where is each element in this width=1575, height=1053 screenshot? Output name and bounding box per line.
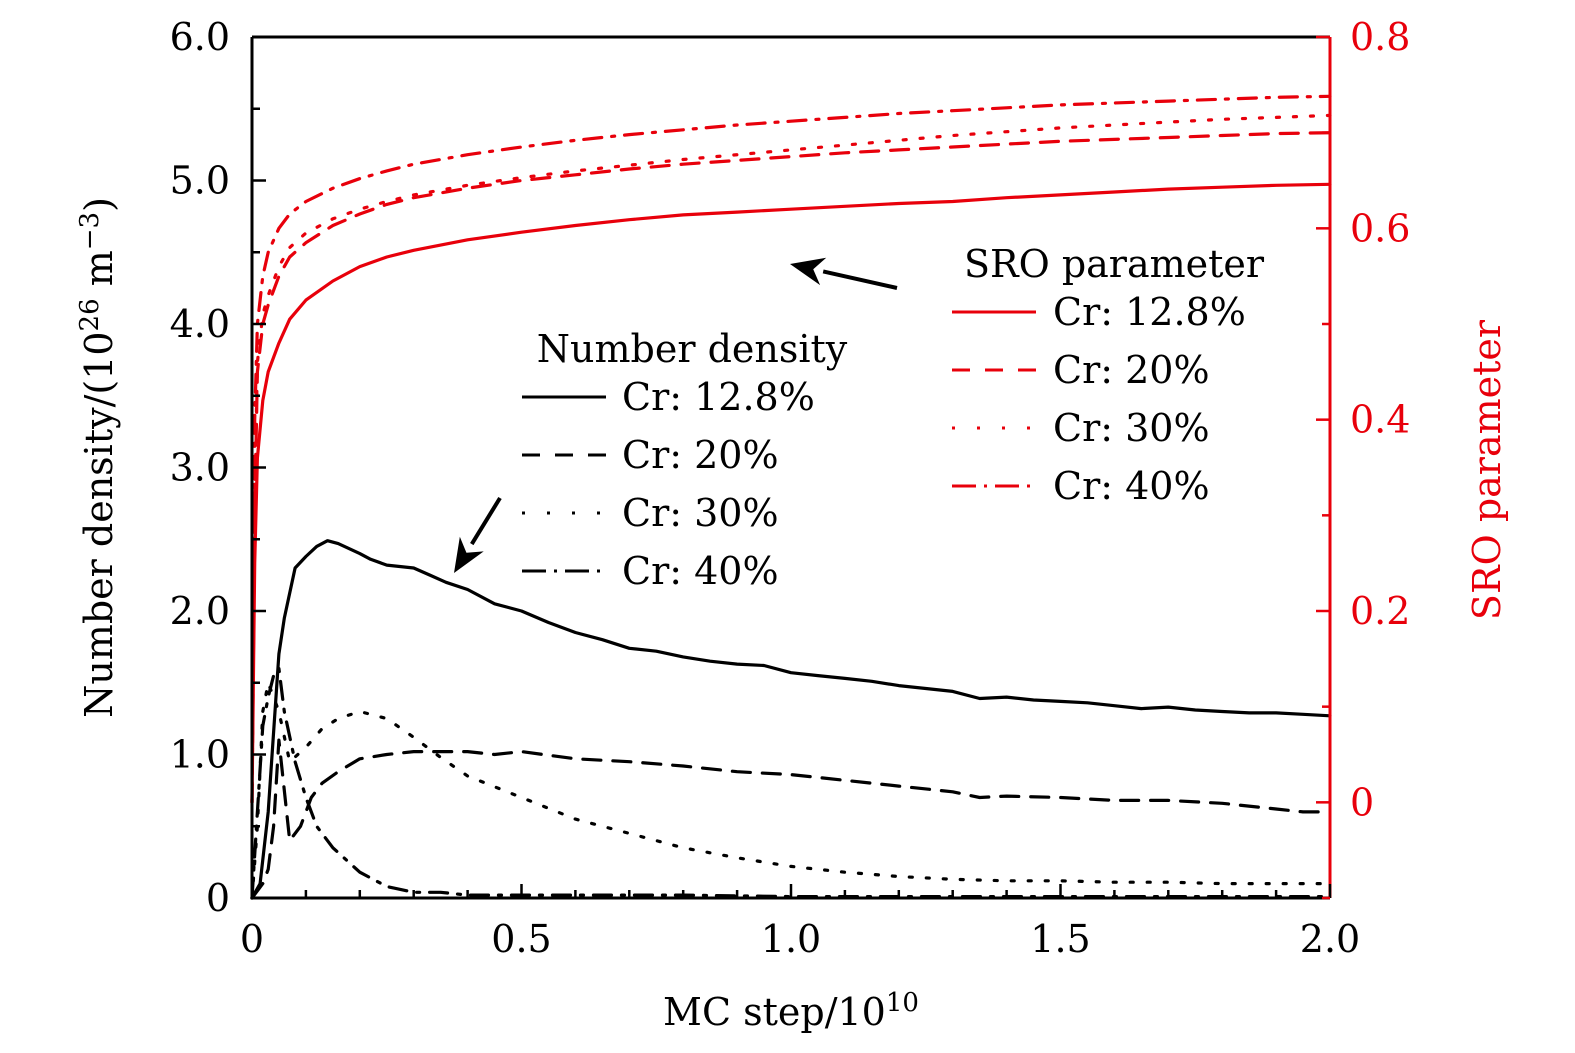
annotations: [454, 257, 898, 573]
legend-entry-label: Cr: 40%: [1053, 464, 1210, 508]
arrow-head: [454, 536, 484, 573]
series-line-sro-4: [250, 182, 1332, 804]
legend-entry-label: Cr: 20%: [1053, 348, 1210, 392]
y2-tick-label: 0.6: [1350, 206, 1410, 250]
y-tick-label: 4.0: [170, 302, 230, 346]
x-axis-title-sup: 10: [886, 988, 919, 1018]
x-axis-title-main: MC step/10: [663, 990, 886, 1034]
legend-entry-label: Cr: 30%: [1053, 406, 1210, 450]
x-axis-title: MC step/1010: [663, 988, 919, 1034]
y-tick-label: 5.0: [170, 159, 230, 203]
series-line-density-0: [250, 539, 1332, 900]
series-line-sro-5: [250, 131, 1332, 804]
x-tick-label: 1.0: [761, 917, 821, 961]
y2-tick-label: 0.8: [1350, 15, 1410, 59]
y-tick-label: 6.0: [170, 15, 230, 59]
ticks-layer: [250, 35, 1332, 900]
arrow-shaft: [470, 496, 502, 546]
arrow-shaft: [822, 269, 898, 290]
legend-entry-label: Cr: 30%: [622, 491, 779, 535]
y-tick-label: 3.0: [170, 446, 230, 490]
series-line-density-3: [250, 666, 1332, 900]
series-line-sro-7: [250, 94, 1332, 804]
arrow-head: [790, 257, 827, 286]
y-tick-label: 2.0: [170, 589, 230, 633]
series-line-density-2: [250, 681, 1332, 900]
y-tick-label: 0: [206, 876, 230, 920]
y-title-mid: m: [77, 250, 121, 298]
x-tick-label: 1.5: [1030, 917, 1090, 961]
legend-title: SRO parameter: [964, 242, 1265, 286]
series-line-density-1: [250, 738, 1332, 900]
legend-entry-label: Cr: 12.8%: [1053, 290, 1246, 334]
legend-title: Number density: [537, 327, 848, 371]
tick-labels: 0 0.5 1.0 1.5 2.0 0 1.0 2.0 3.0 4.0 5.0 6.0 0 0.2 0.4 0…: [170, 15, 1411, 961]
legend-entry-label: Cr: 12.8%: [622, 375, 815, 419]
y-title-pre: Number density/(10: [77, 331, 121, 717]
arrow-sro-icon: [790, 257, 898, 290]
y-axis-right-title: SRO parameter: [1465, 319, 1509, 620]
x-tick-label: 0.5: [491, 917, 551, 961]
x-tick-label: 0: [240, 917, 264, 961]
legend-entry-label: Cr: 20%: [622, 433, 779, 477]
arrow-density-icon: [454, 496, 502, 573]
y2-tick-label: 0.4: [1350, 398, 1410, 442]
y-title-sup2: −3: [75, 212, 105, 250]
legend-entry-label: Cr: 40%: [622, 549, 779, 593]
y-tick-label: 1.0: [170, 733, 230, 777]
y-title-sup1: 26: [75, 298, 105, 331]
y2-tick-label: 0: [1350, 780, 1374, 824]
y-title-post: ): [77, 197, 121, 212]
y-axis-left-title: Number density/(1026 m−3): [75, 197, 121, 718]
series-line-sro-6: [250, 113, 1332, 804]
x-tick-label: 2.0: [1300, 917, 1360, 961]
y2-tick-label: 0.2: [1350, 589, 1410, 633]
